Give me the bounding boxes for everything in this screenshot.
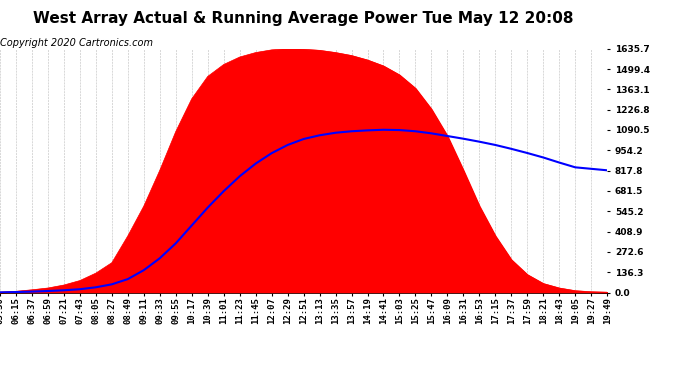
Text: West Array Actual & Running Average Power Tue May 12 20:08: West Array Actual & Running Average Powe…: [33, 11, 574, 26]
Text: Copyright 2020 Cartronics.com: Copyright 2020 Cartronics.com: [0, 38, 153, 48]
